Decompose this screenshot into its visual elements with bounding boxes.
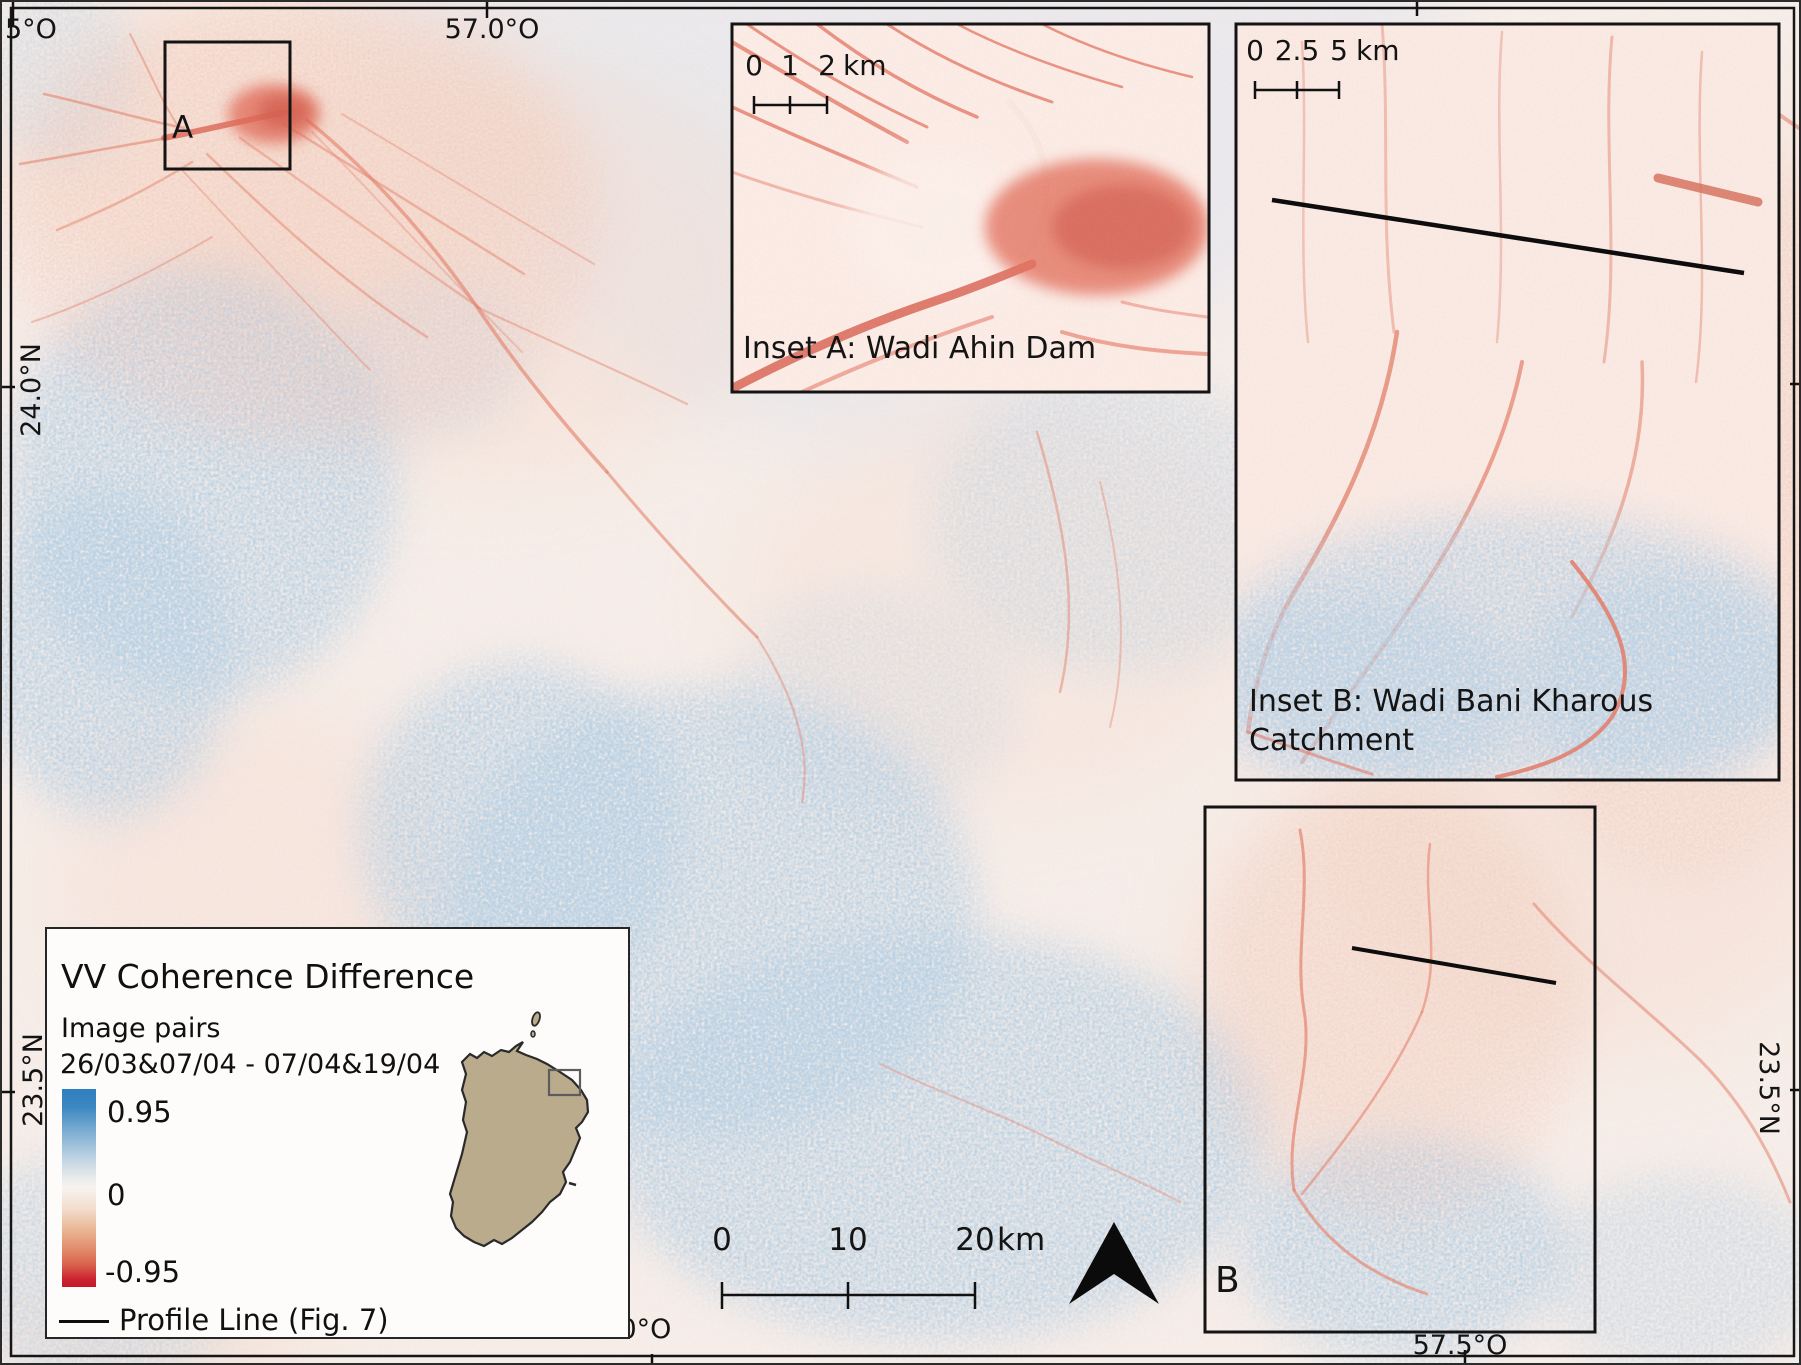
profile-line-main [1351, 946, 1557, 985]
profile-line-symbol [59, 1320, 109, 1323]
oman-outline [448, 1041, 590, 1248]
inset-a-title: Inset A: Wadi Ahin Dam [743, 331, 1097, 366]
inset-a-border [730, 22, 1211, 394]
masirah-island [568, 1181, 577, 1187]
main-scale-0: 0 [712, 1222, 732, 1258]
graticule-label-left-upper: 24.0°N [15, 343, 47, 437]
study-area-box [547, 1068, 582, 1097]
main-scalebar [720, 1282, 977, 1309]
main-scale-20: 20 [955, 1222, 995, 1258]
inset-a-scale-1: 1 [781, 49, 799, 82]
colorbar-max-label: 0.95 [107, 1095, 172, 1129]
oman-locator-map [448, 1011, 590, 1248]
inset-a-scale-unit: km [843, 49, 887, 82]
locator-a-label: A [172, 110, 194, 146]
musandam-island [531, 1011, 541, 1027]
inset-b-scale-unit: km [1356, 34, 1400, 67]
main-scale-unit: km [997, 1222, 1046, 1258]
graticule-label-right-lower: 23.5°N [1753, 1041, 1785, 1135]
inset-b-border [1234, 22, 1781, 782]
locator-box-a [163, 40, 292, 171]
map-frame [9, 6, 1796, 1358]
graticule-label-left-lower: 23.5°N [17, 1033, 49, 1127]
musandam-island-2 [530, 1030, 536, 1038]
coherence-colorbar [62, 1089, 96, 1287]
locator-b-label: B [1215, 1260, 1240, 1301]
profile-line-label: Profile Line (Fig. 7) [119, 1303, 389, 1337]
inset-b-title-line2: Catchment [1249, 723, 1415, 758]
legend-panel: VV Coherence Difference Image pairs 26/0… [45, 927, 630, 1339]
inset-b-scale-0: 0 [1246, 34, 1264, 67]
legend-title: VV Coherence Difference [61, 957, 475, 996]
legend-subtitle: Image pairs [61, 1013, 221, 1044]
main-scale-10: 10 [828, 1222, 868, 1258]
inset-a-scale-0: 0 [745, 49, 763, 82]
colorbar-mid-label: 0 [107, 1178, 126, 1212]
legend-image-pairs: 26/03&07/04 - 07/04&19/04 [60, 1049, 441, 1080]
inset-b-scalebar [1253, 81, 1341, 99]
inset-a-scale-2: 2 [818, 49, 836, 82]
inset-b-art [1236, 24, 1779, 780]
north-arrow-icon [1069, 1222, 1159, 1304]
graticule-label-top-center: 57.0°O [444, 14, 540, 45]
colorbar-min-label: -0.95 [105, 1255, 181, 1289]
locator-box-b [1203, 805, 1597, 1334]
inset-a-scalebar [752, 96, 829, 114]
graticule-label-top-left: 5°O [5, 14, 57, 45]
inset-b-scale-2: 5 [1330, 34, 1348, 67]
inset-a-art [732, 24, 1209, 392]
graticule-label-bottom-right: 57.5°O [1412, 1330, 1508, 1361]
inset-b-scale-1: 2.5 [1274, 34, 1320, 67]
profile-line-inset-b [1271, 197, 1745, 276]
inset-b-title-line1: Inset B: Wadi Bani Kharous [1249, 684, 1654, 719]
